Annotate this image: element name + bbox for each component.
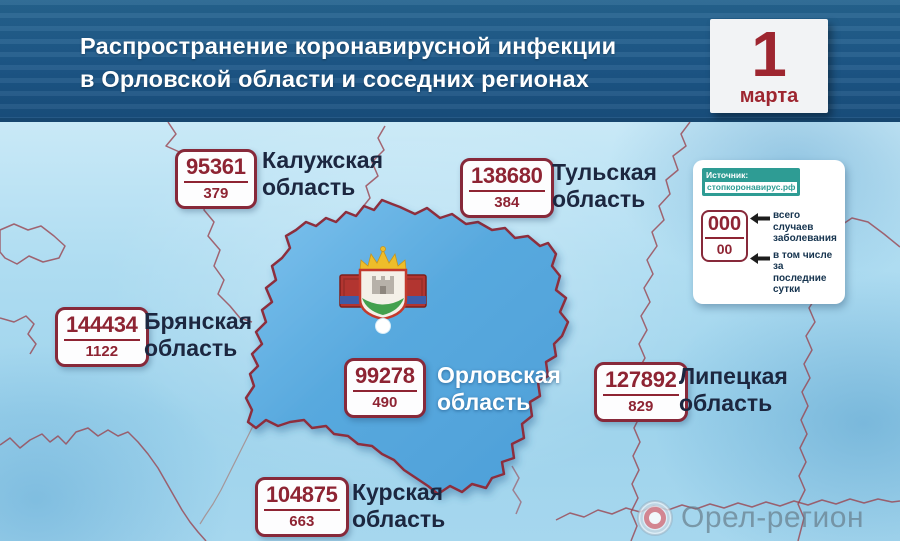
region-label-bryansk: Брянская область xyxy=(144,308,253,361)
stat-box-bryansk: 144434 1122 xyxy=(55,307,149,367)
header-banner: Распространение коронавирусной инфекции … xyxy=(0,0,900,122)
legend-captions: всего случаев заболевания в том числе за… xyxy=(748,210,839,296)
date-month: марта xyxy=(739,85,799,107)
total-cases-tula: 138680 xyxy=(469,163,545,192)
daily-cases-tula: 384 xyxy=(494,194,520,211)
stat-box-lipetsk: 127892 829 xyxy=(594,362,688,422)
total-cases-bryansk: 144434 xyxy=(64,312,140,341)
date-day: 1 xyxy=(751,18,787,90)
stat-box-kaluga: 95361 379 xyxy=(175,149,257,209)
map-area: 95361 379 Калужская область 138680 384 Т… xyxy=(0,122,900,541)
daily-cases-bryansk: 1122 xyxy=(85,343,119,360)
stat-box-kursk: 104875 663 xyxy=(255,477,349,537)
region-label-kaluga: Калужская область xyxy=(262,147,384,200)
total-cases-kursk: 104875 xyxy=(264,482,340,511)
total-cases-lipetsk: 127892 xyxy=(603,367,679,396)
page-title: Распространение коронавирусной инфекции … xyxy=(80,30,616,96)
oryol-region-shape xyxy=(244,198,570,496)
region-label-lipetsk: Липецкая область xyxy=(679,363,788,416)
watermark: Орел-регион xyxy=(636,499,864,537)
orel-region-logo-icon xyxy=(637,500,673,536)
daily-cases-lipetsk: 829 xyxy=(628,398,654,415)
legend-daily-caption: в том числе за последние сутки xyxy=(773,249,833,296)
daily-cases-kursk: 663 xyxy=(289,513,315,530)
stat-box-tula: 138680 384 xyxy=(460,158,554,218)
legend-sample-box: 000 00 xyxy=(701,210,748,262)
source-value: стопкоронавирус.рф xyxy=(705,182,798,193)
total-cases-oryol: 99278 xyxy=(353,363,417,392)
source-label: Источник: xyxy=(706,170,749,180)
arrow-left-icon xyxy=(750,213,770,224)
legend-sample-total: 000 xyxy=(705,213,744,239)
arrow-left-icon xyxy=(750,252,770,264)
page-title-line2: в Орловской области и соседних регионах xyxy=(80,66,590,92)
legend-total-row: всего случаев заболевания xyxy=(750,210,839,245)
map-canvas xyxy=(0,122,900,541)
source-badge: Источник: стопкоронавирус.рф xyxy=(702,168,801,196)
legend-daily-row: в том числе за последние сутки xyxy=(750,250,839,296)
watermark-text: Орел-регион xyxy=(681,501,865,534)
region-label-oryol: Орловская область xyxy=(437,362,561,415)
region-label-kursk: Курская область xyxy=(352,479,446,532)
region-label-tula: Тульская область xyxy=(552,159,657,212)
oryol-coat-of-arms xyxy=(339,246,427,321)
legend-total-caption: всего случаев заболевания xyxy=(773,210,837,244)
date-card: 1 марта xyxy=(710,19,828,113)
page-title-line1: Распространение коронавирусной инфекции xyxy=(80,33,617,59)
stat-box-oryol: 99278 490 xyxy=(344,358,426,418)
daily-cases-oryol: 490 xyxy=(372,394,398,411)
city-marker-dot xyxy=(375,318,391,334)
legend-card: Источник: стопкоронавирус.рф 000 00 всег… xyxy=(693,160,845,304)
total-cases-kaluga: 95361 xyxy=(184,154,248,183)
daily-cases-kaluga: 379 xyxy=(203,185,229,202)
legend-sample-row: 000 00 всего случаев заболевания xyxy=(701,210,839,296)
legend-sample-daily: 00 xyxy=(716,241,733,257)
